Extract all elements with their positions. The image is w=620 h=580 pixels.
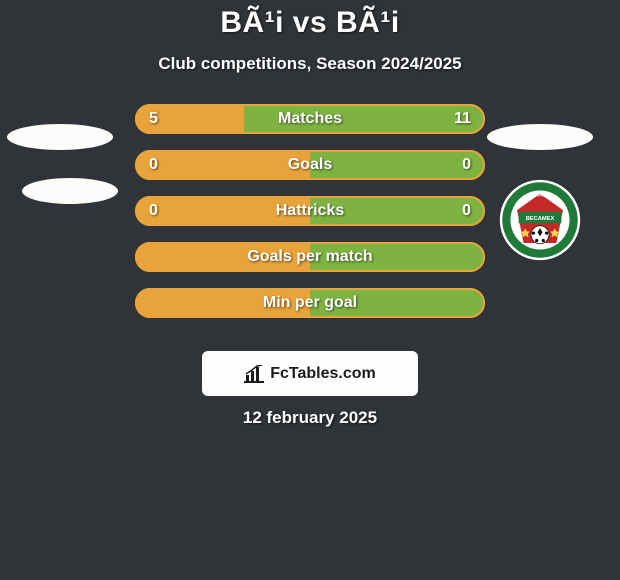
content: BÃ¹i vs BÃ¹i Club competitions, Season 2… [0,0,620,580]
stat-row-label: Goals [288,156,332,174]
svg-text:BECAMEX: BECAMEX [526,216,555,222]
stat-row-value-right: 0 [462,202,471,220]
stat-row: Hattricks 0 0 [135,196,485,226]
stat-row: Matches 5 11 [135,104,485,134]
player-right-silhouette [487,124,593,150]
stat-row-value-left: 0 [149,156,158,174]
stat-row-label: Matches [278,110,342,128]
stat-row: Min per goal [135,288,485,318]
stat-row-value-right: 11 [454,110,471,128]
watermark-text: FcTables.com [270,365,376,383]
stat-row-fill-right [310,150,485,180]
stat-row-label: Goals per match [247,248,372,266]
stat-row-label: Hattricks [276,202,344,220]
stat-row-fill-left [135,150,310,180]
watermark: FcTables.com [202,351,418,396]
stat-row-value-left: 0 [149,202,158,220]
chart-icon [244,365,264,383]
stat-row-value-right: 0 [462,156,471,174]
club-badge: BECAMEX BINH DUONG FC [499,179,581,261]
player-left-silhouette-2 [22,178,118,204]
page-subtitle: Club competitions, Season 2024/2025 [0,54,620,74]
player-left-silhouette-1 [7,124,113,150]
stat-row-value-left: 5 [149,110,158,128]
stat-row: Goals per match [135,242,485,272]
stat-row: Goals 0 0 [135,150,485,180]
date-text: 12 february 2025 [0,408,620,428]
stat-row-label: Min per goal [263,294,357,312]
page-title: BÃ¹i vs BÃ¹i [0,6,620,40]
